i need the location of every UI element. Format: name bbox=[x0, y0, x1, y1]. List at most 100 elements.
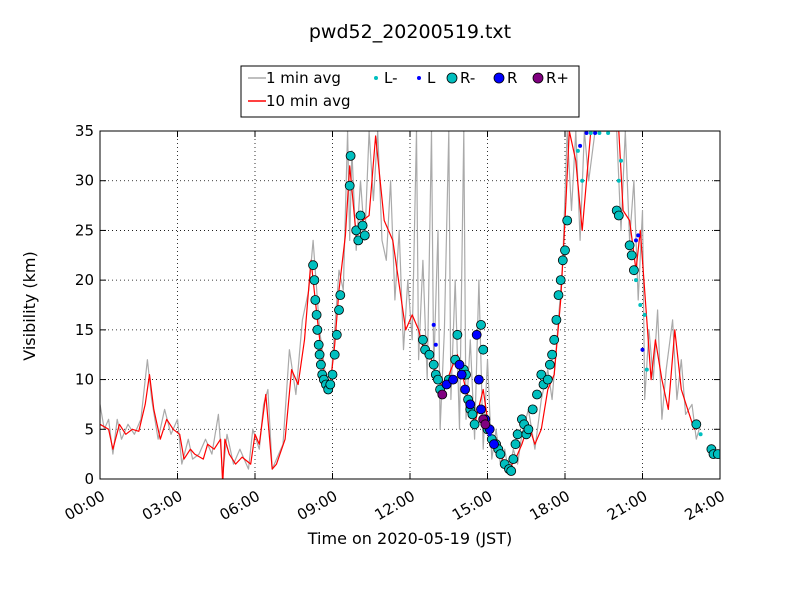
series-point-R- bbox=[557, 255, 568, 266]
series-point-L- bbox=[575, 148, 580, 153]
legend-box bbox=[240, 65, 580, 118]
y-tick-label: 5 bbox=[84, 420, 94, 438]
series-point-R- bbox=[335, 290, 346, 301]
series-point-R bbox=[456, 369, 467, 380]
series-point-L- bbox=[638, 303, 643, 307]
series-point-L- bbox=[606, 131, 611, 135]
series-point-L- bbox=[588, 131, 593, 135]
series-point-L bbox=[578, 143, 583, 148]
series-point-R- bbox=[508, 454, 519, 465]
series-point-R- bbox=[495, 449, 506, 460]
series-point-R- bbox=[532, 389, 542, 400]
legend-marker-swatch bbox=[417, 76, 421, 80]
series-point-L- bbox=[616, 178, 621, 183]
series-point-R- bbox=[428, 359, 439, 370]
series-point-R bbox=[448, 374, 459, 385]
series-point-R- bbox=[542, 374, 553, 385]
series-point-R- bbox=[327, 369, 338, 380]
legend-marker-swatch bbox=[532, 72, 544, 84]
series-point-R- bbox=[345, 150, 356, 161]
series-point-L bbox=[584, 131, 589, 135]
series-point-R- bbox=[527, 404, 538, 415]
legend-label: L bbox=[427, 69, 436, 87]
legend-marker-swatch bbox=[446, 72, 458, 84]
chart-title: pwd52_20200519.txt bbox=[309, 21, 511, 43]
legend-marker-swatch bbox=[493, 72, 505, 84]
series-point-R+ bbox=[437, 389, 448, 400]
series-point-R- bbox=[551, 314, 562, 325]
series-point-R- bbox=[309, 275, 320, 286]
legend-label: R bbox=[507, 69, 517, 87]
series-line-1-min-avg bbox=[100, 131, 702, 475]
series-point-R- bbox=[613, 210, 624, 221]
series-point-L- bbox=[644, 367, 649, 372]
series-point-L- bbox=[580, 178, 585, 183]
series-point-R+ bbox=[480, 419, 491, 430]
series-point-R- bbox=[452, 329, 463, 340]
series-point-R- bbox=[312, 324, 323, 335]
series-point-R- bbox=[359, 230, 370, 241]
series-point-R- bbox=[506, 466, 517, 476]
series-point-R- bbox=[691, 419, 702, 430]
legend-label: R+ bbox=[546, 69, 569, 87]
series-point-L bbox=[640, 347, 645, 352]
series-point-L- bbox=[619, 158, 623, 163]
series-point-R bbox=[473, 374, 484, 385]
series-point-R- bbox=[334, 305, 344, 315]
legend-label: 1 min avg bbox=[266, 69, 341, 87]
series-point-R- bbox=[562, 215, 573, 226]
series-point-L- bbox=[597, 131, 602, 135]
series-point-L bbox=[487, 432, 492, 437]
series-point-R- bbox=[424, 349, 435, 360]
y-tick-label: 15 bbox=[75, 321, 94, 339]
series-point-R- bbox=[344, 180, 355, 191]
series-point-R- bbox=[512, 429, 523, 440]
series-point-R- bbox=[355, 210, 366, 221]
series-point-L- bbox=[634, 278, 638, 283]
series-point-R- bbox=[329, 349, 340, 360]
series-point-R- bbox=[308, 260, 319, 271]
series-point-R- bbox=[626, 250, 637, 261]
series-point-L- bbox=[698, 432, 703, 437]
y-tick-label: 35 bbox=[75, 122, 94, 140]
y-tick-label: 25 bbox=[75, 221, 94, 239]
series-point-L bbox=[636, 233, 641, 238]
series-point-L bbox=[433, 342, 438, 347]
y-tick-label: 10 bbox=[75, 371, 94, 389]
y-tick-label: 30 bbox=[75, 172, 94, 190]
series-point-R- bbox=[476, 319, 486, 330]
series-point-R- bbox=[351, 225, 362, 236]
series-point-R- bbox=[311, 309, 322, 320]
series-point-R- bbox=[357, 220, 368, 231]
series-point-R- bbox=[315, 359, 326, 370]
series-point-R bbox=[471, 329, 482, 340]
series-point-R- bbox=[629, 265, 639, 276]
series-point-R- bbox=[331, 329, 342, 340]
legend-label: 10 min avg bbox=[266, 92, 351, 110]
series-point-L bbox=[634, 238, 638, 243]
series-point-R- bbox=[712, 449, 720, 459]
series-point-R- bbox=[560, 245, 570, 256]
series-point-R- bbox=[549, 334, 560, 345]
series-point-L- bbox=[642, 312, 647, 317]
x-axis-label: Time on 2020-05-19 (JST) bbox=[307, 529, 512, 548]
series-point-R- bbox=[314, 349, 325, 360]
series-point-R bbox=[460, 384, 471, 395]
series-point-R- bbox=[545, 359, 555, 370]
series-point-R bbox=[476, 404, 486, 415]
series-point-R- bbox=[547, 349, 557, 360]
series-point-R- bbox=[510, 439, 521, 450]
series-point-R- bbox=[555, 275, 566, 286]
legend-label: L- bbox=[384, 69, 398, 87]
series-point-R- bbox=[536, 369, 547, 380]
series-point-L bbox=[593, 131, 598, 135]
y-axis-label: Visibility (km) bbox=[20, 251, 39, 360]
series-point-R bbox=[465, 399, 476, 410]
series-point-R bbox=[489, 439, 499, 450]
legend: 1 min avg 10 min avg L- L R- R R+ bbox=[240, 65, 580, 118]
series-point-R- bbox=[478, 344, 489, 355]
series-point-R- bbox=[353, 235, 364, 246]
series-point-R- bbox=[523, 424, 534, 435]
